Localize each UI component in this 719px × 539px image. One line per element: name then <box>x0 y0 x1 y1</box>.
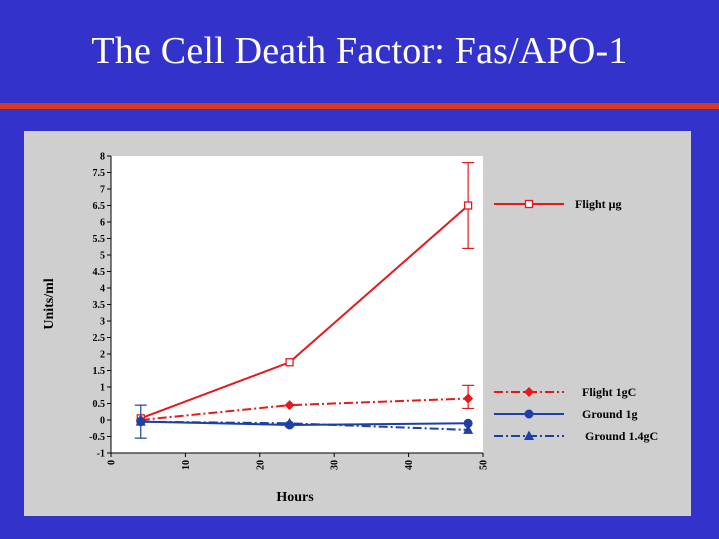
legend: Flight μg Flight 1gC Ground 1g Ground 1.4gC <box>494 197 658 443</box>
y-tick-label: 4 <box>100 284 105 295</box>
line-chart: -1-0.500.511.522.533.544.555.566.577.58 … <box>42 152 658 506</box>
legend-marker <box>524 387 534 397</box>
legend-marker <box>524 409 534 419</box>
plot-area <box>111 156 483 453</box>
y-tick-group: -1 -0.5 0 0.5 1 1.5 2 2.5 3 3.5 4 4.5 5 5.5 6 6.5 7 7.5 8 <box>89 152 111 460</box>
chart-panel: -1 -0.5 0 0.5 1 1.5 2 2.5 3 3.5 4 4.5 5 5.5 6 6.5 7 7.5 8 … <box>24 131 691 516</box>
x-tick-label: 40 <box>404 460 415 470</box>
y-tick-label: 3.5 <box>93 300 106 311</box>
series-layer <box>134 162 475 439</box>
x-tick-label: 20 <box>255 460 266 470</box>
y-axis-title: Units/ml <box>42 278 57 329</box>
y-tick-label: -0.5 <box>89 432 105 443</box>
legend-label: Flight μg <box>575 197 621 211</box>
x-tick-group: 0 10 20 30 40 50 <box>107 453 490 470</box>
legend-marker <box>524 199 534 209</box>
y-tick-label: 3 <box>100 317 105 328</box>
y-tick-label: 8 <box>100 152 105 163</box>
slide-title: The Cell Death Factor: Fas/APO-1 <box>91 30 628 72</box>
data-point <box>463 201 473 210</box>
data-point <box>284 400 295 411</box>
legend-label: Ground 1.4gC <box>585 429 658 443</box>
y-tick-label: 1 <box>100 383 105 394</box>
series-flight-1gc <box>135 384 475 425</box>
legend-label: Ground 1g <box>582 407 637 421</box>
legend-label: Flight 1gC <box>582 385 636 399</box>
y-tick-label: 6.5 <box>93 201 106 212</box>
data-point <box>463 393 474 404</box>
data-point <box>285 358 294 367</box>
y-tick-label: -1 <box>97 449 105 460</box>
y-tick-label: 0.5 <box>93 399 106 410</box>
y-tick-label: 1.5 <box>93 366 106 377</box>
x-tick-label: 30 <box>330 460 341 470</box>
y-tick-label: 7 <box>100 185 105 196</box>
y-tick-label: 5 <box>100 251 105 262</box>
data-point <box>135 416 146 426</box>
x-axis-title: Hours <box>276 490 314 505</box>
x-tick-label: 10 <box>181 460 192 470</box>
y-tick-label: 0 <box>100 416 105 427</box>
series-ground-1-4gc <box>135 416 474 434</box>
data-point <box>463 424 474 434</box>
x-tick-label: 0 <box>107 460 118 465</box>
data-point <box>284 417 295 428</box>
y-tick-label: 4.5 <box>93 267 106 278</box>
y-tick-label: 7.5 <box>93 168 106 179</box>
y-tick-label: 2 <box>100 350 105 361</box>
y-tick-label: 6 <box>100 218 105 229</box>
x-tick-label: 50 <box>479 460 490 470</box>
y-tick-label: 2.5 <box>93 333 106 344</box>
data-point <box>463 418 473 428</box>
series-flight-g <box>136 162 475 423</box>
y-tick-label: 5.5 <box>93 234 106 245</box>
legend-marker <box>524 430 534 440</box>
title-underline <box>0 103 719 109</box>
